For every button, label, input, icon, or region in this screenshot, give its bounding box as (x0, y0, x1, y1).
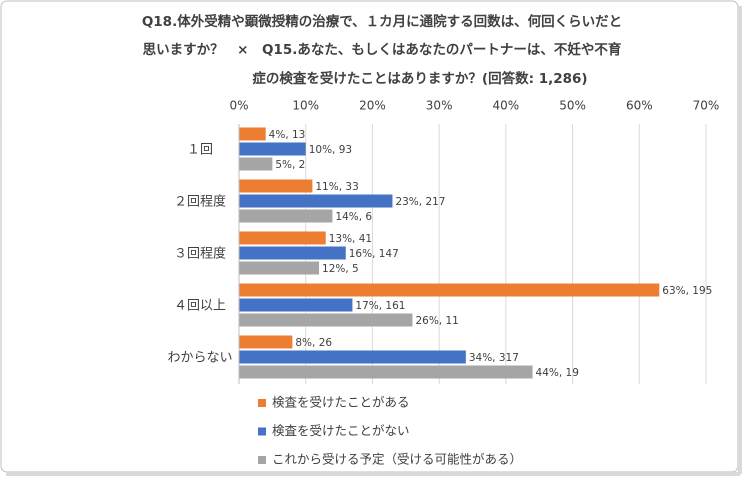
chart-title: 症の検査を受けたことはありますか？(回答数: 1,286) (252, 70, 587, 87)
y-tick-label: １回 (187, 143, 213, 158)
x-tick-label: 50% (559, 99, 586, 113)
x-tick-label: 20% (359, 99, 386, 113)
data-label: 4%, 13 (269, 129, 306, 141)
data-label: 23%, 217 (395, 196, 445, 208)
x-tick-label: 40% (493, 99, 520, 113)
data-label: 11%, 33 (315, 181, 358, 193)
bar (239, 350, 466, 364)
y-tick-label: ３回程度 (174, 246, 226, 262)
data-label: 26%, 11 (415, 315, 458, 327)
bar (239, 142, 306, 156)
bar (239, 231, 326, 245)
legend-swatch (258, 399, 266, 407)
y-tick-label: ４回以上 (174, 299, 226, 314)
legend-label: これから受ける予定（受ける可能性がある） (272, 452, 522, 467)
x-tick-label: 60% (626, 99, 653, 113)
data-label: 13%, 41 (329, 233, 372, 245)
bar (239, 194, 393, 208)
chart-title: 思いますか？ × Q15.あなた、もしくはあなたのパートナーは、不妊や不育 (143, 41, 622, 58)
x-tick-label: 10% (292, 99, 319, 113)
x-tick-label: 0% (229, 99, 248, 113)
legend-swatch (258, 427, 266, 436)
bar (239, 313, 413, 327)
legend-label: 検査を受けたことがある (272, 395, 410, 410)
data-label: 44%, 19 (536, 367, 579, 379)
data-label: 34%, 317 (469, 352, 519, 364)
chart-title: Q18.体外受精や顕微授精の治療で、１カ月に通院する回数は、何回くらいだと (142, 13, 622, 30)
y-tick-label: ２回程度 (174, 194, 226, 210)
legend-swatch (258, 456, 266, 464)
data-label: 17%, 161 (355, 300, 405, 312)
bar (239, 157, 273, 171)
bar (239, 298, 353, 312)
bar (239, 365, 533, 379)
bar (239, 283, 660, 297)
data-label: 5%, 2 (275, 159, 305, 171)
data-label: 10%, 93 (309, 144, 352, 156)
bar (239, 246, 346, 260)
x-tick-label: 70% (693, 99, 720, 113)
bar (239, 127, 266, 141)
x-tick-label: 30% (426, 99, 453, 113)
data-label: 63%, 195 (662, 285, 712, 297)
bar (239, 261, 320, 275)
bar (239, 335, 293, 349)
legend-label: 検査を受けたことがない (272, 423, 410, 438)
data-label: 16%, 147 (349, 248, 399, 260)
bar (239, 209, 333, 223)
data-label: 12%, 5 (322, 263, 359, 275)
data-label: 8%, 26 (295, 337, 332, 349)
y-tick-label: わからない (167, 351, 232, 366)
data-label: 14%, 6 (335, 211, 372, 223)
bar (239, 179, 313, 193)
